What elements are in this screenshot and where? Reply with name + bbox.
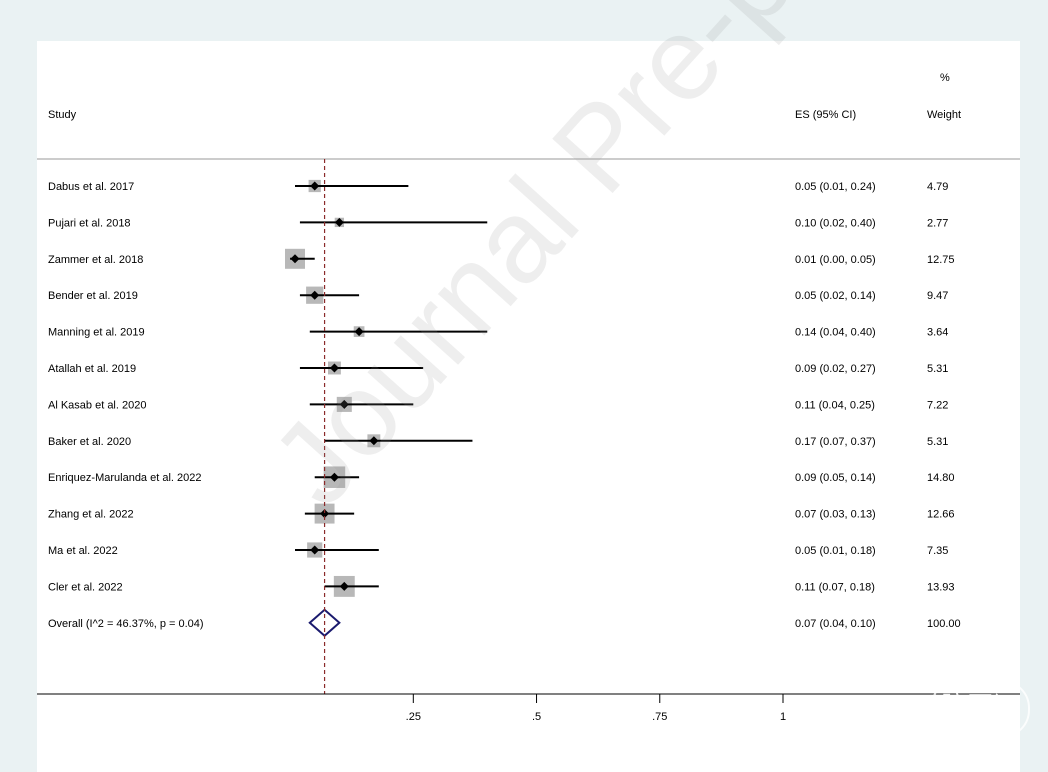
study-weight-text: 12.66 (927, 509, 955, 521)
study-point-estimate (290, 254, 300, 264)
study-label: Bender et al. 2019 (48, 290, 138, 302)
study-weight-text: 12.75 (927, 254, 955, 266)
study-ci-text: 0.05 (0.01, 0.24) (795, 181, 876, 193)
overall-ci-text: 0.07 (0.04, 0.10) (795, 618, 876, 630)
study-weight-text: 3.64 (927, 327, 948, 339)
header-weight-percent: % (940, 72, 950, 84)
study-point-estimate (310, 545, 320, 555)
study-label: Manning et al. 2019 (48, 327, 145, 339)
study-ci-text: 0.17 (0.07, 0.37) (795, 436, 876, 448)
study-ci-text: 0.11 (0.07, 0.18) (795, 581, 875, 593)
study-ci-text: 0.10 (0.02, 0.40) (795, 217, 876, 229)
study-label: Al Kasab et al. 2020 (48, 399, 146, 411)
study-point-estimate (310, 290, 320, 300)
x-tick-label: .75 (652, 711, 667, 723)
study-weight-text: 2.77 (927, 217, 948, 229)
study-point-estimate (339, 581, 349, 591)
study-label: Baker et al. 2020 (48, 436, 131, 448)
study-weight-text: 14.80 (927, 472, 955, 484)
study-point-estimate (329, 363, 339, 373)
study-ci-text: 0.07 (0.03, 0.13) (795, 509, 876, 521)
study-point-estimate (369, 436, 379, 446)
study-label: Ma et al. 2022 (48, 545, 118, 557)
study-ci-text: 0.01 (0.00, 0.05) (795, 254, 876, 266)
study-point-estimate (354, 327, 364, 337)
header-study: Study (48, 109, 77, 121)
study-weight-text: 7.35 (927, 545, 948, 557)
study-weight-text: 4.79 (927, 181, 948, 193)
study-label: Zhang et al. 2022 (48, 509, 134, 521)
x-tick-label: .25 (406, 711, 421, 723)
study-label: Enriquez-Marulanda et al. 2022 (48, 472, 201, 484)
study-point-estimate (320, 509, 330, 519)
plot-panel (37, 41, 1020, 772)
study-label: Atallah et al. 2019 (48, 363, 136, 375)
study-point-estimate (310, 181, 320, 191)
study-ci-text: 0.11 (0.04, 0.25) (795, 399, 875, 411)
overall-label: Overall (I^2 = 46.37%, p = 0.04) (48, 618, 204, 630)
study-point-estimate (329, 472, 339, 482)
x-axis-ticks: .25 .5 .75 1 (406, 694, 786, 723)
study-label: Pujari et al. 2018 (48, 217, 131, 229)
study-weight-text: 9.47 (927, 290, 948, 302)
study-ci-text: 0.09 (0.02, 0.27) (795, 363, 876, 375)
overall-diamond (308, 608, 341, 638)
study-ci-text: 0.05 (0.02, 0.14) (795, 290, 876, 302)
study-label: Cler et al. 2022 (48, 581, 123, 593)
study-weight-text: 7.22 (927, 399, 948, 411)
x-tick-label: 1 (780, 711, 786, 723)
overall-weight-text: 100.00 (927, 618, 961, 630)
x-tick-label: .5 (532, 711, 541, 723)
study-rows: Dabus et al. 2017 0.05 (0.01, 0.24) 4.79 Pu… (48, 179, 961, 638)
study-ci-text: 0.14 (0.04, 0.40) (795, 327, 876, 339)
study-label: Zammer et al. 2018 (48, 254, 143, 266)
study-weight-text: 5.31 (927, 436, 948, 448)
study-point-estimate (339, 399, 349, 409)
study-weight-text: 5.31 (927, 363, 948, 375)
study-label: Dabus et al. 2017 (48, 181, 134, 193)
study-weight-text: 13.93 (927, 581, 955, 593)
study-ci-text: 0.09 (0.05, 0.14) (795, 472, 876, 484)
header-es: ES (95% CI) (795, 109, 856, 121)
study-point-estimate (334, 217, 344, 227)
header-weight: Weight (927, 109, 961, 121)
study-ci-text: 0.05 (0.01, 0.18) (795, 545, 876, 557)
